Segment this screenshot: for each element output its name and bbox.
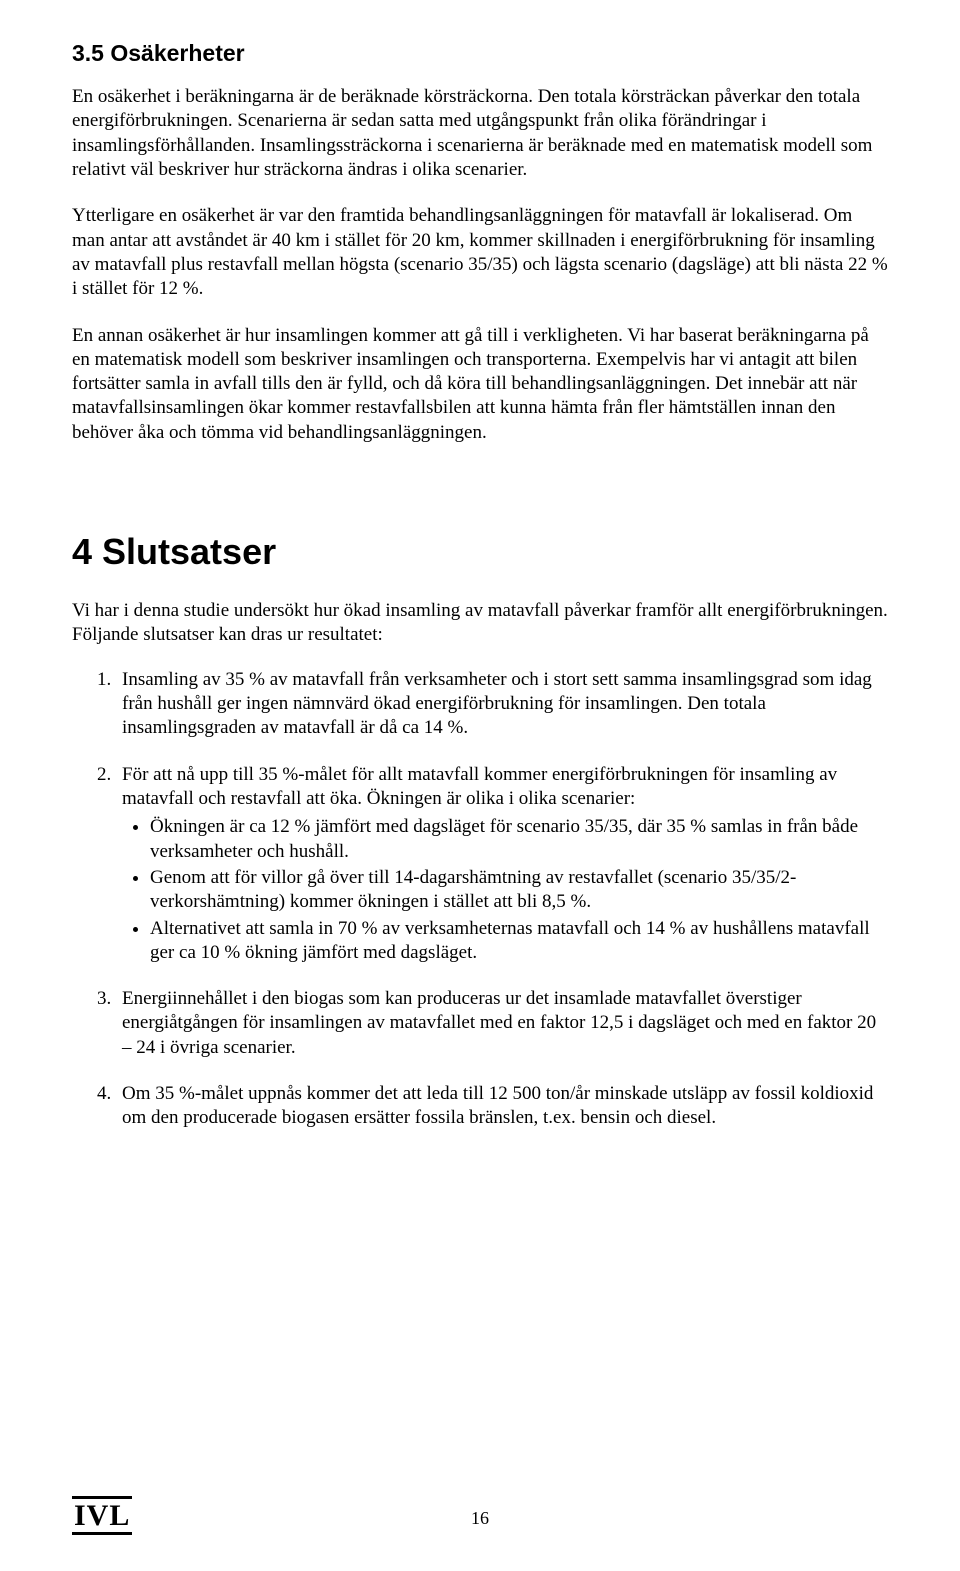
conclusion-item-2-bullet-3: Alternativet att samla in 70 % av verksa… (150, 917, 888, 966)
conclusion-item-1: Insamling av 35 % av matavfall från verk… (116, 668, 888, 741)
conclusion-item-2-bullet-1: Ökningen är ca 12 % jämfört med dagsläge… (150, 815, 888, 864)
conclusion-item-2-bullets: Ökningen är ca 12 % jämfört med dagsläge… (122, 815, 888, 965)
conclusion-item-3-text: Energiinnehållet i den biogas som kan pr… (122, 988, 876, 1058)
conclusion-item-2-text: För att nå upp till 35 %-målet för allt … (122, 764, 837, 809)
conclusions-list: Insamling av 35 % av matavfall från verk… (72, 668, 888, 1131)
page-footer: IVL 16 (72, 1487, 888, 1535)
section-3-5-para-1: En osäkerhet i beräkningarna är de beräk… (72, 85, 888, 182)
conclusion-item-2-bullet-2: Genom att för villor gå över till 14-dag… (150, 866, 888, 915)
section-3-5-para-3: En annan osäkerhet är hur insamlingen ko… (72, 324, 888, 446)
chapter-4-heading: 4 Slutsatser (72, 531, 888, 573)
conclusion-item-4-text: Om 35 %-målet uppnås kommer det att leda… (122, 1083, 873, 1128)
conclusion-item-3: Energiinnehållet i den biogas som kan pr… (116, 987, 888, 1060)
section-3-5-heading: 3.5 Osäkerheter (72, 40, 888, 67)
conclusion-item-2: För att nå upp till 35 %-målet för allt … (116, 763, 888, 966)
page-number: 16 (471, 1508, 489, 1529)
ivl-logo: IVL (72, 1496, 132, 1535)
section-3-5-para-2: Ytterligare en osäkerhet är var den fram… (72, 204, 888, 301)
conclusion-item-1-text: Insamling av 35 % av matavfall från verk… (122, 669, 872, 739)
conclusion-item-4: Om 35 %-målet uppnås kommer det att leda… (116, 1082, 888, 1131)
chapter-4-intro: Vi har i denna studie undersökt hur ökad… (72, 599, 888, 648)
